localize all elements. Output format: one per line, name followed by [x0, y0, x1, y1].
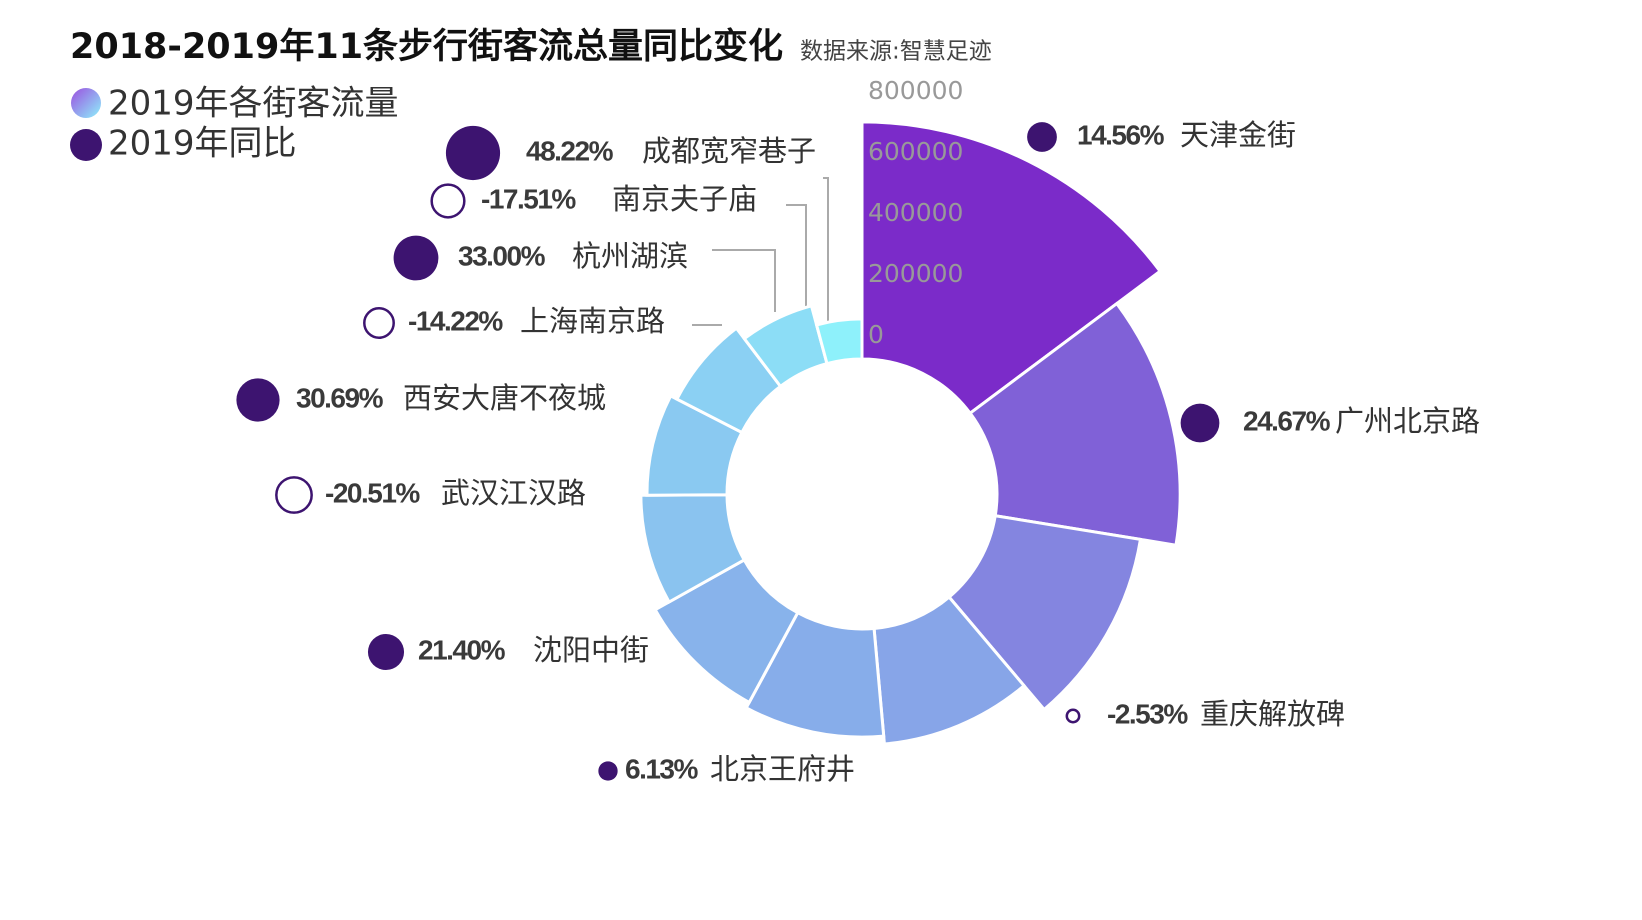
leader-lines — [692, 177, 829, 326]
yoy-label: 30.69% — [296, 382, 384, 413]
yoy-label: -20.51% — [325, 477, 420, 508]
bar-wedge — [860, 120, 1163, 416]
yoy-bubble — [275, 476, 313, 514]
yoy-label: 33.00% — [458, 240, 546, 271]
yoy-bubble — [445, 125, 501, 181]
yoy-label: -17.51% — [481, 183, 576, 214]
yoy-label: -2.53% — [1107, 698, 1188, 729]
category-label: 重庆解放碑 — [1200, 697, 1345, 731]
bar-wedge — [947, 514, 1143, 712]
chart-title: 2018-2019年11条步行街客流总量同比变化 — [70, 26, 783, 67]
legend-label: 2019年同比 — [108, 124, 297, 164]
bar-wedge — [653, 557, 800, 705]
yoy-bubble — [393, 235, 439, 281]
yoy-label: 48.22% — [526, 135, 614, 166]
yoy-bubble — [1027, 122, 1057, 152]
bar-wedge — [744, 610, 886, 739]
yoy-bubble — [367, 633, 405, 671]
chart-subtitle: 数据来源:智慧足迹 — [800, 39, 992, 65]
r-tick-label: 400000 — [868, 198, 963, 227]
r-tick-label: 0 — [868, 320, 884, 349]
legend-swatch — [71, 88, 101, 118]
yoy-bubble — [236, 378, 280, 422]
yoy-label: 24.67% — [1243, 405, 1331, 436]
legend-swatch — [70, 129, 102, 161]
category-label: 上海南京路 — [520, 304, 665, 338]
category-label: 沈阳中街 — [533, 633, 649, 667]
yoy-bubble — [430, 183, 466, 219]
yoy-bubble — [1065, 708, 1081, 724]
yoy-bubble — [598, 761, 618, 781]
category-label: 西安大唐不夜城 — [403, 381, 606, 415]
category-label: 天津金街 — [1180, 118, 1296, 152]
bar-wedge — [814, 317, 864, 366]
r-tick-label: 800000 — [868, 76, 963, 105]
category-label: 南京夫子庙 — [612, 182, 757, 216]
yoy-label: -14.22% — [408, 305, 503, 336]
category-label: 杭州湖滨 — [572, 239, 688, 273]
yoy-label: 14.56% — [1077, 119, 1165, 150]
category-label: 成都宽窄巷子 — [642, 134, 816, 168]
yoy-label: 6.13% — [625, 753, 698, 784]
yoy-bubble — [363, 307, 395, 339]
r-tick-label: 200000 — [868, 259, 963, 288]
bar-wedge — [968, 301, 1182, 547]
bar-wedge — [872, 594, 1027, 746]
category-label: 广州北京路 — [1335, 404, 1480, 438]
bar-wedge — [742, 303, 829, 389]
legend-label: 2019年各街客流量 — [108, 84, 399, 124]
bar-wedge — [639, 493, 747, 605]
r-tick-label: 600000 — [868, 137, 963, 166]
category-label: 武汉江汉路 — [441, 476, 586, 510]
category-label: 北京王府井 — [710, 752, 855, 786]
yoy-label: 21.40% — [418, 634, 506, 665]
yoy-bubble — [1180, 403, 1220, 443]
